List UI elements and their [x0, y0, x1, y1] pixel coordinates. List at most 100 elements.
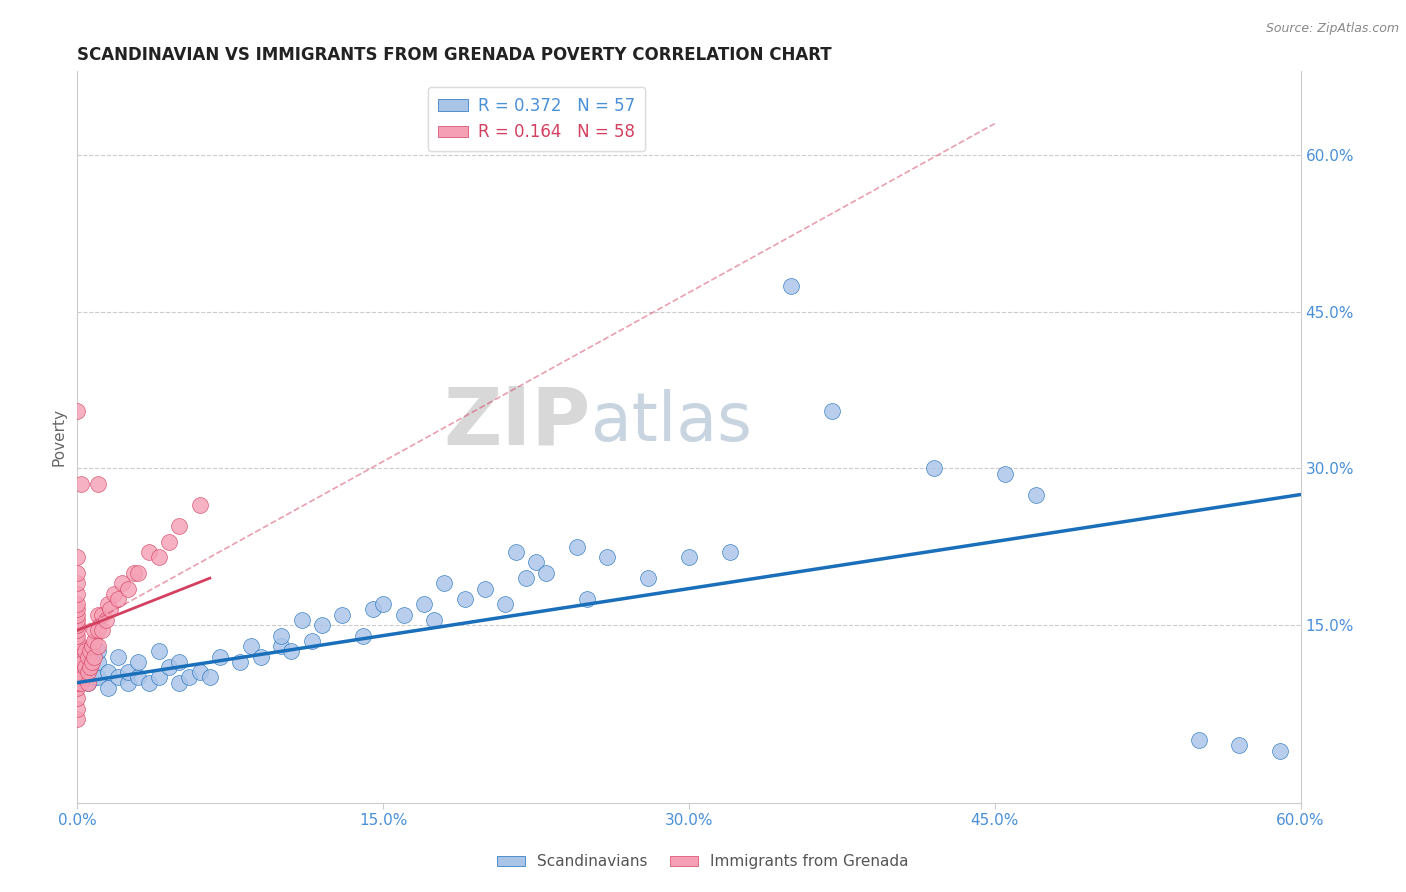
Point	[157, 660, 180, 674]
Point	[83, 624, 105, 638]
Point	[66, 629, 89, 643]
Point	[66, 566, 89, 580]
Point	[79, 644, 101, 658]
Point	[87, 639, 110, 653]
Point	[148, 670, 170, 684]
Point	[66, 655, 89, 669]
Point	[474, 582, 496, 596]
Point	[678, 550, 700, 565]
Point	[80, 655, 103, 669]
Point	[169, 519, 191, 533]
Point	[72, 655, 94, 669]
Point	[76, 675, 98, 690]
Point	[495, 597, 517, 611]
Point	[138, 675, 160, 690]
Point	[97, 681, 120, 695]
Point	[565, 540, 588, 554]
Point	[80, 639, 103, 653]
Point	[87, 670, 110, 684]
Point	[361, 602, 384, 616]
Point	[922, 461, 945, 475]
Point	[780, 278, 803, 293]
Point	[524, 556, 547, 570]
Y-axis label: Poverty: Poverty	[52, 408, 67, 467]
Point	[198, 670, 221, 684]
Point	[66, 675, 89, 690]
Point	[188, 665, 211, 680]
Point	[169, 655, 191, 669]
Point	[97, 597, 120, 611]
Point	[66, 607, 89, 622]
Point	[994, 467, 1017, 481]
Point	[169, 675, 191, 690]
Point	[209, 649, 232, 664]
Point	[70, 477, 93, 491]
Point	[107, 649, 129, 664]
Point	[70, 665, 93, 680]
Text: SCANDINAVIAN VS IMMIGRANTS FROM GRENADA POVERTY CORRELATION CHART: SCANDINAVIAN VS IMMIGRANTS FROM GRENADA …	[77, 46, 832, 64]
Point	[596, 550, 619, 565]
Point	[148, 550, 170, 565]
Point	[87, 607, 110, 622]
Point	[352, 629, 374, 643]
Point	[76, 675, 98, 690]
Point	[239, 639, 262, 653]
Point	[1229, 739, 1251, 753]
Point	[229, 655, 252, 669]
Point	[157, 534, 180, 549]
Point	[280, 644, 302, 658]
Point	[66, 624, 89, 638]
Point	[75, 660, 97, 674]
Legend: R = 0.372   N = 57, R = 0.164   N = 58: R = 0.372 N = 57, R = 0.164 N = 58	[429, 87, 645, 152]
Point	[124, 566, 146, 580]
Point	[94, 613, 117, 627]
Point	[332, 607, 354, 622]
Point	[718, 545, 741, 559]
Point	[128, 566, 150, 580]
Point	[66, 633, 89, 648]
Point	[1188, 733, 1211, 747]
Point	[505, 545, 527, 559]
Point	[270, 629, 292, 643]
Point	[87, 644, 110, 658]
Point	[70, 675, 93, 690]
Point	[111, 576, 134, 591]
Point	[433, 576, 456, 591]
Point	[75, 644, 97, 658]
Point	[188, 498, 211, 512]
Point	[454, 592, 477, 607]
Point	[128, 655, 150, 669]
Point	[371, 597, 394, 611]
Point	[66, 702, 89, 716]
Point	[87, 477, 110, 491]
Point	[1270, 743, 1292, 757]
Point	[98, 602, 121, 616]
Point	[117, 582, 139, 596]
Text: Source: ZipAtlas.com: Source: ZipAtlas.com	[1265, 22, 1399, 36]
Point	[515, 571, 537, 585]
Point	[66, 712, 89, 726]
Point	[637, 571, 659, 585]
Point	[576, 592, 599, 607]
Point	[90, 624, 112, 638]
Point	[128, 670, 150, 684]
Point	[117, 665, 139, 680]
Point	[66, 602, 89, 616]
Point	[821, 404, 844, 418]
Point	[270, 639, 292, 653]
Point	[72, 670, 94, 684]
Point	[66, 649, 89, 664]
Point	[66, 576, 89, 591]
Point	[392, 607, 415, 622]
Point	[66, 639, 89, 653]
Text: atlas: atlas	[591, 390, 752, 456]
Point	[291, 613, 314, 627]
Point	[103, 587, 125, 601]
Point	[66, 665, 89, 680]
Point	[83, 670, 105, 684]
Point	[117, 675, 139, 690]
Text: ZIP: ZIP	[444, 384, 591, 461]
Point	[413, 597, 436, 611]
Point	[301, 633, 323, 648]
Point	[536, 566, 558, 580]
